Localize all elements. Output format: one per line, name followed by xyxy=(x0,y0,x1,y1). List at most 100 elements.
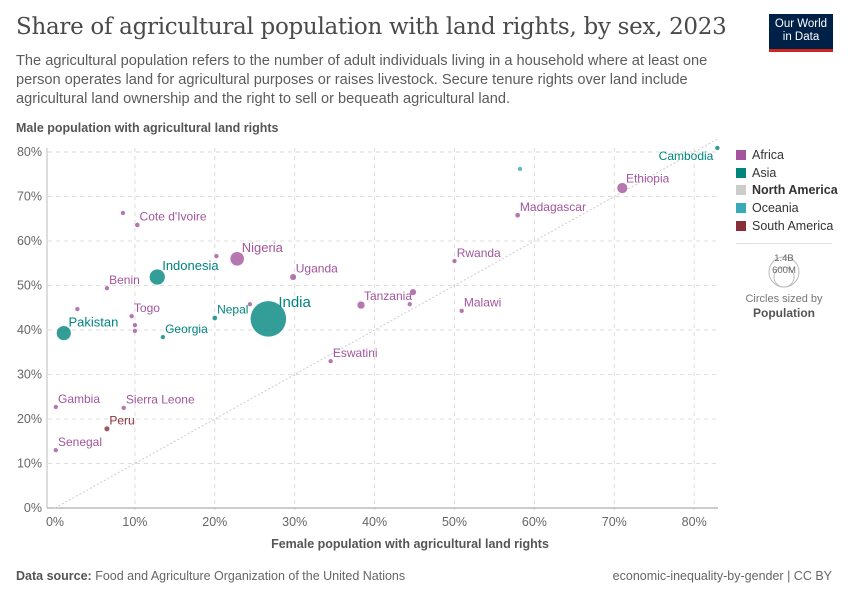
point-label: Tanzania xyxy=(364,289,412,303)
point-label: India xyxy=(278,294,311,311)
legend-label: North America xyxy=(752,183,838,198)
chart-subtitle: The agricultural population refers to th… xyxy=(16,53,708,107)
data-point-sierra-leone xyxy=(121,405,127,411)
x-tick-label: 20% xyxy=(202,515,227,529)
point-label: Georgia xyxy=(165,322,208,336)
point-label: Gambia xyxy=(58,392,100,406)
point-label: Togo xyxy=(134,301,160,315)
legend-label: South America xyxy=(752,218,834,233)
data-source: Data source: Food and Agriculture Organi… xyxy=(16,569,405,583)
point-label: Ethiopia xyxy=(626,171,670,185)
footer-credit[interactable]: economic-inequality-by-gender | CC BY xyxy=(612,569,832,583)
point-label: Cambodia xyxy=(659,149,714,163)
data-point xyxy=(74,306,81,312)
owid-logo[interactable]: Our World in Data xyxy=(769,14,833,52)
source-label: Data source: xyxy=(16,569,92,583)
legend-item-asia[interactable]: Asia xyxy=(736,164,838,182)
point-label: Nigeria xyxy=(242,240,284,255)
data-point-benin xyxy=(104,285,110,291)
y-tick-label: 20% xyxy=(17,412,42,426)
data-point-rwanda xyxy=(451,258,458,264)
data-point-togo xyxy=(129,313,135,319)
legend-item-oceania[interactable]: Oceania xyxy=(736,199,838,217)
data-point-pakistan xyxy=(56,325,72,341)
data-point-eswatini xyxy=(328,358,334,364)
y-tick-label: 70% xyxy=(17,190,42,204)
legend-item-africa[interactable]: Africa xyxy=(736,146,838,164)
data-point xyxy=(517,166,523,172)
data-point-nigeria xyxy=(229,251,245,267)
source-text[interactable]: Food and Agriculture Organization of the… xyxy=(95,569,406,583)
y-tick-label: 80% xyxy=(17,145,42,159)
legend-swatch xyxy=(736,185,746,196)
legend-divider xyxy=(736,243,832,244)
legend-label: Asia xyxy=(752,165,777,180)
data-point xyxy=(120,210,126,216)
x-tick-label: 60% xyxy=(522,515,547,529)
y-tick-label: 50% xyxy=(17,279,42,293)
legend-swatch xyxy=(736,202,746,213)
data-point-gambia xyxy=(53,404,59,410)
data-point-india xyxy=(250,300,287,338)
data-point-malawi xyxy=(459,308,465,314)
point-label: Eswatini xyxy=(333,346,378,360)
data-point-georgia xyxy=(160,334,166,340)
y-axis-label: Male population with agricultural land r… xyxy=(16,121,279,135)
data-point-cote-d-ivoire xyxy=(134,222,141,228)
data-point-cambodia xyxy=(714,145,721,151)
data-point-ethiopia xyxy=(616,182,628,194)
data-point-uganda xyxy=(289,273,297,281)
x-tick-label: 40% xyxy=(362,515,387,529)
x-tick-label: 0% xyxy=(46,515,64,529)
point-label: Madagascar xyxy=(520,200,586,214)
point-label: Cote d'Ivoire xyxy=(140,210,207,224)
data-point-madagascar xyxy=(514,212,521,219)
point-label: Peru xyxy=(109,413,134,427)
x-tick-label: 80% xyxy=(682,515,707,529)
point-label: Nepal xyxy=(217,303,248,317)
size-legend-value: 1.4B xyxy=(774,253,794,264)
data-point xyxy=(409,288,417,296)
chart-title: Share of agricultural population with la… xyxy=(16,14,727,40)
x-tick-label: 10% xyxy=(122,515,147,529)
point-label: Rwanda xyxy=(457,246,501,260)
y-tick-label: 60% xyxy=(17,234,42,248)
data-point xyxy=(247,301,253,307)
y-tick-label: 30% xyxy=(17,368,42,382)
point-label: Indonesia xyxy=(162,258,219,273)
y-tick-label: 0% xyxy=(24,501,42,515)
size-legend-circle-small xyxy=(773,266,795,288)
legend-label: Oceania xyxy=(752,200,799,215)
x-tick-label: 30% xyxy=(282,515,307,529)
region-legend: Africa Asia North America Oceania South … xyxy=(736,146,838,234)
size-legend-value: 600M xyxy=(772,265,796,276)
data-point-indonesia xyxy=(149,268,166,286)
x-tick-label: 50% xyxy=(442,515,467,529)
legend-item-south-america[interactable]: South America xyxy=(736,217,838,235)
size-legend-variable: Population xyxy=(753,306,815,320)
point-label: Malawi xyxy=(464,296,501,310)
y-tick-label: 40% xyxy=(17,323,42,337)
reference-line-y-equals-x xyxy=(54,138,718,509)
data-point xyxy=(407,301,413,307)
y-tick-label: 10% xyxy=(17,457,42,471)
legend-swatch xyxy=(736,220,746,231)
data-point-peru xyxy=(103,425,110,432)
x-tick-label: 70% xyxy=(602,515,627,529)
legend-label: Africa xyxy=(752,147,784,162)
data-point-senegal xyxy=(53,447,59,453)
point-label: Senegal xyxy=(58,435,102,449)
legend-swatch xyxy=(736,167,746,178)
x-axis-label: Female population with agricultural land… xyxy=(271,537,549,551)
legend-item-north-america[interactable]: North America xyxy=(736,181,838,199)
point-label: Sierra Leone xyxy=(126,393,195,407)
point-label: Pakistan xyxy=(68,314,118,329)
data-point-tanzania xyxy=(356,300,366,310)
point-label: Benin xyxy=(109,273,140,287)
size-legend-title: Circles sized by xyxy=(745,293,823,305)
data-point-nepal xyxy=(211,315,218,321)
data-point xyxy=(213,253,220,259)
data-point xyxy=(132,328,138,334)
